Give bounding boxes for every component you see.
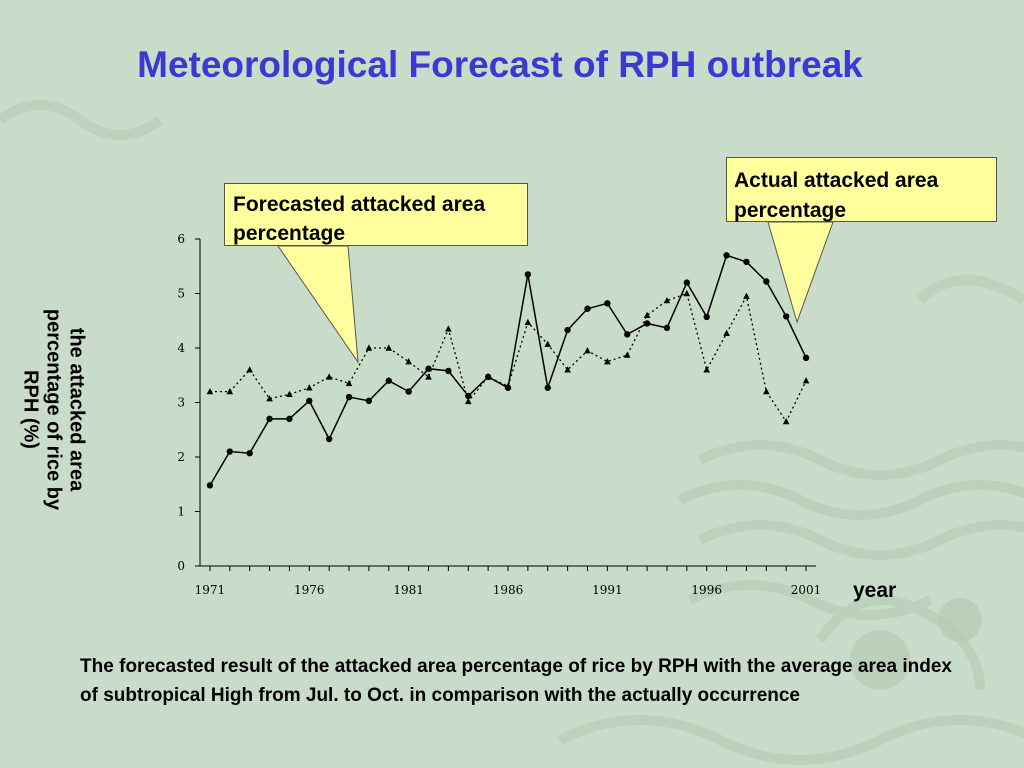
data-point-forecast [743, 292, 750, 299]
data-point-actual [266, 415, 273, 423]
y-axis-label-line-2: percentage of rice by [42, 308, 65, 511]
data-point-actual [643, 320, 651, 327]
data-point-forecast [445, 325, 452, 332]
series-forecast-line [209, 292, 807, 423]
y-tick-label: 4 [177, 341, 185, 355]
chart-axes: 0 1 2 3 4 5 6 1971 1976 1981 1986 1991 1996 2001 [177, 232, 821, 597]
data-point-forecast [266, 395, 273, 402]
data-point-actual [683, 279, 691, 286]
data-point-forecast [604, 358, 611, 365]
data-point-forecast [623, 351, 631, 358]
slide-caption: The forecasted result of the attacked ar… [80, 656, 952, 706]
y-axis-label: the attacked area percentage of rice by … [19, 250, 88, 570]
data-point-actual [246, 449, 253, 457]
x-tick-label: 1971 [195, 583, 226, 597]
data-point-actual [286, 415, 293, 423]
data-point-forecast [802, 377, 810, 384]
y-tick-label: 0 [177, 559, 185, 573]
data-point-actual [405, 388, 412, 395]
data-point-forecast [504, 382, 512, 389]
y-axis-label-line-1: the attacked area [65, 327, 88, 492]
data-point-actual [325, 435, 333, 443]
series-forecast [206, 289, 810, 425]
series-layer [206, 252, 810, 489]
data-point-forecast [206, 388, 214, 395]
callout-pointers [277, 221, 834, 364]
data-point-actual [365, 397, 373, 405]
data-point-actual [604, 300, 611, 307]
data-point-forecast [345, 379, 353, 387]
data-point-forecast [643, 311, 651, 318]
data-point-actual [544, 384, 551, 391]
data-point-actual [306, 397, 313, 405]
y-tick-label: 3 [177, 396, 185, 410]
data-point-actual [385, 377, 392, 384]
data-point-actual [584, 305, 591, 312]
y-tick-label: 6 [177, 232, 185, 246]
y-tick-label: 2 [177, 450, 185, 464]
data-point-actual [703, 313, 710, 321]
series-actual-line [209, 254, 807, 486]
data-point-forecast [584, 347, 591, 354]
data-point-actual [624, 331, 631, 338]
data-point-actual [445, 367, 452, 375]
data-point-actual [802, 354, 810, 362]
data-point-forecast [385, 344, 393, 351]
actual-callout-pointer [767, 221, 834, 324]
slide-title: Meteorological Forecast of RPH outbreak [137, 44, 863, 85]
data-point-forecast [286, 390, 293, 398]
data-point-forecast [226, 388, 234, 395]
y-tick-label: 5 [177, 287, 185, 301]
data-point-forecast [365, 344, 373, 351]
data-point-forecast [782, 417, 790, 425]
data-point-actual [345, 393, 353, 401]
data-point-forecast [484, 373, 492, 380]
forecast-callout: Forecasted attacked area percentage [224, 183, 528, 246]
data-point-actual [663, 324, 671, 332]
data-point-forecast [683, 289, 691, 297]
series-actual [206, 252, 810, 489]
data-point-forecast [464, 397, 472, 405]
data-point-forecast [763, 388, 770, 395]
x-tick-label: 1996 [691, 583, 722, 597]
data-point-actual [782, 313, 790, 320]
x-tick-label: 1986 [493, 583, 524, 597]
x-tick-label: 1976 [294, 583, 325, 597]
data-point-actual [564, 326, 571, 334]
data-point-forecast [305, 384, 313, 391]
x-tick-label: 2001 [791, 583, 822, 597]
data-point-forecast [544, 340, 552, 347]
y-tick-label: 1 [177, 505, 185, 519]
data-point-forecast [703, 366, 711, 373]
data-point-forecast [524, 318, 532, 326]
x-tick-label: 1981 [393, 583, 424, 597]
data-point-forecast [325, 373, 333, 380]
data-point-forecast [405, 358, 412, 365]
data-point-actual [524, 271, 532, 278]
data-point-forecast [564, 366, 571, 373]
data-point-actual [425, 365, 432, 372]
y-axis-label-line-3: RPH (%) [19, 370, 42, 449]
data-point-forecast [663, 296, 671, 304]
data-point-forecast [723, 329, 730, 336]
data-point-actual [723, 252, 730, 259]
data-point-actual [206, 482, 214, 489]
x-axis-label: year [853, 579, 897, 602]
data-point-actual [226, 448, 234, 455]
data-point-forecast [246, 366, 253, 373]
forecast-callout-pointer [277, 245, 359, 364]
x-tick-label: 1991 [592, 583, 623, 597]
actual-callout: Actual attacked area percentage [726, 157, 997, 222]
data-point-actual [743, 258, 750, 266]
data-point-actual [763, 278, 770, 285]
data-point-forecast [425, 373, 432, 380]
